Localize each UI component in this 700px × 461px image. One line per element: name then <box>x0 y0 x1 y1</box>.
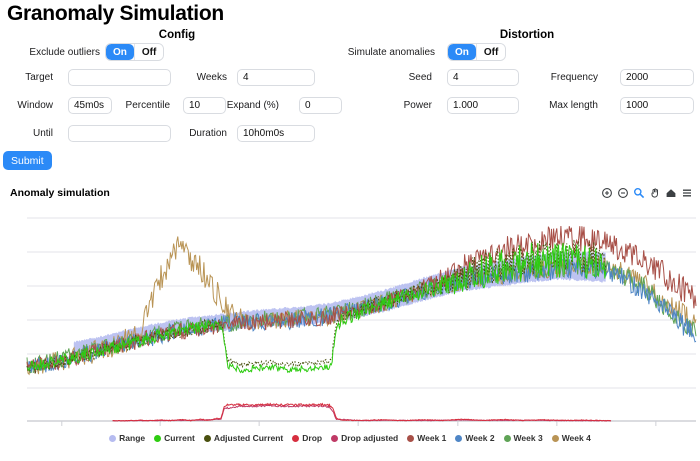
page-title: Granomaly Simulation <box>7 2 224 25</box>
power-field[interactable] <box>447 97 519 114</box>
config-section-title: Config <box>158 29 196 41</box>
legend-swatch-icon <box>551 434 559 442</box>
simulate-anomalies-off-button[interactable]: Off <box>475 44 506 60</box>
exclude-outliers-off-button[interactable]: Off <box>133 44 164 60</box>
legend-label: Drop adjusted <box>341 433 399 443</box>
box-zoom-icon[interactable] <box>633 186 645 199</box>
legend-item-current[interactable]: Current <box>154 433 195 443</box>
window-label: Window <box>17 100 53 111</box>
max-length-field[interactable] <box>620 97 694 114</box>
chart-title: Anomaly simulation <box>10 187 110 199</box>
exclude-outliers-on-button[interactable]: On <box>106 44 134 60</box>
legend-swatch-icon <box>331 434 339 442</box>
legend-item-week-2[interactable]: Week 2 <box>455 433 495 443</box>
legend-label: Week 4 <box>561 433 591 443</box>
expand-label: Expand (%) <box>226 100 279 111</box>
chart-toolbar <box>601 186 693 199</box>
chart-legend: Range Current Adjusted Current Drop Drop adj… <box>0 433 700 443</box>
legend-swatch-icon <box>455 434 463 442</box>
legend-swatch-icon <box>407 434 415 442</box>
submit-button[interactable]: Submit <box>3 151 52 170</box>
simulate-anomalies-toggle: On Off <box>447 43 507 61</box>
until-label: Until <box>32 128 53 139</box>
seed-label: Seed <box>408 72 432 83</box>
weeks-field[interactable] <box>237 69 315 86</box>
legend-item-drop[interactable]: Drop <box>292 433 322 443</box>
legend-swatch-icon <box>503 434 511 442</box>
menu-icon[interactable] <box>681 186 693 198</box>
home-icon[interactable] <box>665 186 677 198</box>
window-field[interactable] <box>68 97 112 114</box>
legend-label: Week 2 <box>465 433 495 443</box>
expand-field[interactable] <box>299 97 342 114</box>
percentile-field[interactable] <box>183 97 226 114</box>
legend-item-week-3[interactable]: Week 3 <box>503 433 543 443</box>
legend-label: Adjusted Current <box>213 433 284 443</box>
simulate-anomalies-on-button[interactable]: On <box>448 44 476 60</box>
weeks-label: Weeks <box>196 72 227 83</box>
duration-field[interactable] <box>237 125 315 142</box>
frequency-label: Frequency <box>550 72 598 83</box>
legend-label: Range <box>119 433 146 443</box>
distortion-section-title: Distortion <box>499 29 555 41</box>
legend-swatch-icon <box>292 434 300 442</box>
simulate-anomalies-label: Simulate anomalies <box>347 47 435 58</box>
zoom-out-icon[interactable] <box>617 186 629 198</box>
legend-label: Current <box>164 433 195 443</box>
target-label: Target <box>25 72 53 83</box>
legend-item-week-1[interactable]: Week 1 <box>407 433 446 443</box>
max-length-label: Max length <box>549 100 598 111</box>
legend-item-drop-adjusted[interactable]: Drop adjusted <box>331 433 398 443</box>
legend-item-adjusted-current[interactable]: Adjusted Current <box>203 433 284 443</box>
legend-item-week-4[interactable]: Week 4 <box>551 433 591 443</box>
percentile-label: Percentile <box>125 100 170 111</box>
anomaly-chart-plot[interactable] <box>0 205 700 433</box>
exclude-outliers-toggle: On Off <box>105 43 165 61</box>
legend-item-range[interactable]: Range <box>109 433 145 443</box>
seed-field[interactable] <box>447 69 519 86</box>
legend-swatch-icon <box>109 434 117 442</box>
zoom-in-icon[interactable] <box>601 186 613 198</box>
exclude-outliers-label: Exclude outliers <box>29 47 100 58</box>
power-label: Power <box>403 100 432 111</box>
duration-label: Duration <box>189 128 227 139</box>
until-field[interactable] <box>68 125 171 142</box>
legend-swatch-icon <box>203 434 211 442</box>
chart-section: Anomaly simulation Range Current Adjusted <box>0 183 700 461</box>
pan-icon[interactable] <box>649 186 661 198</box>
frequency-field[interactable] <box>620 69 694 86</box>
legend-swatch-icon <box>154 434 162 442</box>
target-field[interactable] <box>68 69 171 86</box>
legend-label: Drop <box>302 433 323 443</box>
legend-label: Week 1 <box>417 433 447 443</box>
legend-label: Week 3 <box>513 433 543 443</box>
